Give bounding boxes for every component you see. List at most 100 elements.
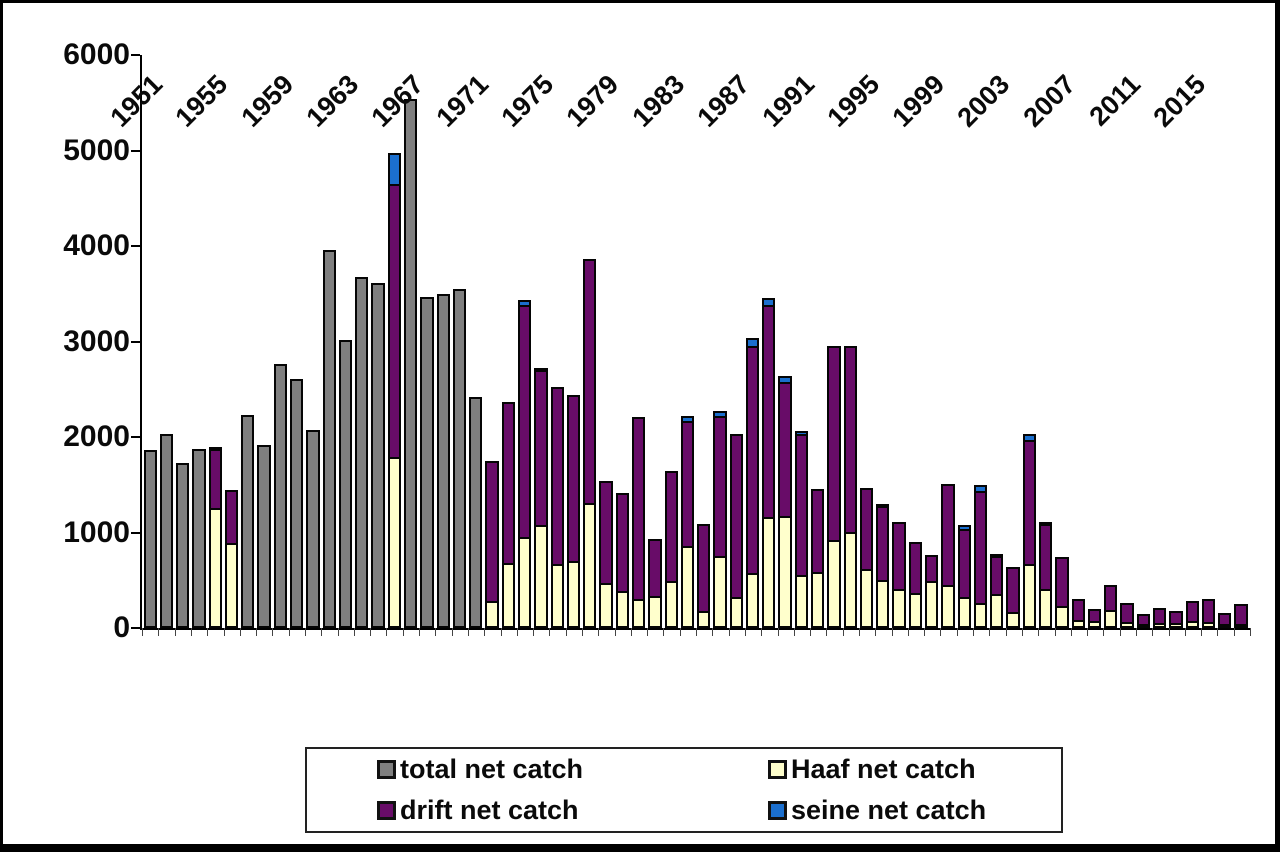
plot-area: 0 1000 2000 3000 4000 5000 6000 1951 1955 1959 196… [63, 38, 1251, 644]
bar-2013 [1151, 55, 1167, 628]
x-axis-tick [256, 628, 258, 636]
bar-1955-haaf-segment [208, 507, 222, 628]
x-axis-tick [1005, 628, 1007, 636]
bar-1983-haaf-segment [664, 581, 678, 628]
bar-1967-total-segment [404, 98, 418, 628]
x-axis-tick [239, 628, 241, 636]
bar-1951 [142, 55, 158, 628]
bar-1973-haaf-segment [501, 563, 515, 628]
bar-1988-drift-segment [745, 345, 760, 575]
bar-1982-drift-segment [648, 539, 662, 598]
seine-net-catch-swatch [768, 801, 787, 820]
x-axis-tick [647, 628, 649, 636]
bar-1981-drift-segment [631, 417, 646, 602]
bar-1966-seine-segment [387, 152, 401, 187]
bar-1970 [451, 55, 467, 628]
bar-1958 [256, 55, 272, 628]
bar-2008-drift-segment [1071, 598, 1085, 623]
bar-2001 [956, 55, 972, 628]
x-axis-tick [207, 628, 209, 636]
bar-1966-haaf-segment [387, 457, 401, 628]
bar-1952 [158, 55, 174, 628]
bar-1976-drift-segment [550, 387, 564, 566]
bar-1955-drift-segment [208, 449, 222, 510]
x-axis-tick [549, 628, 551, 636]
y-axis-label-2000: 2000 [63, 420, 130, 453]
bar-1961-total-segment [306, 430, 320, 628]
x-axis-tick [1184, 628, 1186, 636]
bar-1997-haaf-segment [892, 588, 906, 628]
x-axis-tick [190, 628, 192, 636]
bar-1963 [337, 55, 353, 628]
y-axis-label-3000: 3000 [63, 324, 130, 358]
bar-1966-drift-segment [387, 184, 401, 460]
bar-1982-haaf-segment [648, 595, 662, 628]
bar-2002 [972, 55, 988, 628]
bar-1953-total-segment [176, 462, 190, 628]
x-axis-tick [663, 628, 665, 636]
bar-1996-drift-segment [876, 506, 890, 583]
bar-2001-drift-segment [957, 529, 971, 600]
bar-1989-drift-segment [762, 304, 776, 520]
bar-2011-haaf-segment [1120, 622, 1134, 628]
bar-1956-drift-segment [224, 489, 239, 545]
bar-1957 [240, 55, 256, 628]
x-axis-tick [744, 628, 746, 636]
bar-1997 [891, 55, 907, 628]
x-axis-tick [1250, 628, 1251, 636]
x-axis-tick [1119, 628, 1121, 636]
bar-1976-haaf-segment [550, 564, 564, 628]
bar-1985 [696, 55, 712, 628]
x-axis-tick [728, 628, 730, 636]
bar-2013-haaf-segment [1152, 623, 1167, 628]
bar-1983 [663, 55, 679, 628]
bar-1951-total-segment [143, 450, 157, 628]
bar-2017-haaf-segment [1218, 624, 1232, 628]
bar-2016-haaf-segment [1201, 622, 1216, 628]
legend-label-seine: seine net catch [791, 795, 987, 825]
bar-1997-drift-segment [892, 522, 906, 591]
bar-1974 [516, 55, 532, 628]
bar-1954-total-segment [192, 448, 206, 628]
legend-item-haaf: Haaf net catch [684, 754, 1061, 785]
x-axis-tick [842, 628, 844, 636]
bar-2005-drift-segment [1022, 439, 1036, 566]
legend-label-total: total net catch [400, 754, 584, 784]
bar-1972 [484, 55, 500, 628]
x-axis-tick [435, 628, 437, 636]
bar-1969-total-segment [436, 293, 450, 628]
bar-2009 [1086, 55, 1102, 628]
x-axis-tick [451, 628, 453, 636]
y-axis-tick-3000 [131, 340, 140, 343]
bar-2002-drift-segment [973, 490, 988, 606]
legend-item-drift: drift net catch [307, 795, 684, 826]
y-axis-label-5000: 5000 [63, 133, 130, 167]
x-axis-tick [174, 628, 176, 636]
bar-1956 [223, 55, 239, 628]
bar-2005 [1021, 55, 1037, 628]
bar-2003-drift-segment [990, 556, 1004, 596]
bar-2004 [1005, 55, 1021, 628]
total-net-catch-swatch [377, 760, 396, 779]
x-axis-tick [875, 628, 877, 636]
bar-1952-total-segment [159, 434, 174, 628]
bar-1960-total-segment [290, 378, 304, 628]
legend-item-seine: seine net catch [684, 795, 1061, 826]
x-axis-tick [826, 628, 828, 636]
drift-net-catch-swatch [377, 801, 396, 820]
x-axis-tick [1054, 628, 1056, 636]
y-axis-label-0: 0 [113, 611, 130, 644]
legend-label-drift: drift net catch [400, 795, 579, 825]
bar-1994-haaf-segment [843, 531, 857, 628]
bar-1993 [826, 55, 842, 628]
bar-1993-drift-segment [827, 346, 841, 543]
bar-2006 [1037, 55, 1053, 628]
x-axis-tick [353, 628, 355, 636]
bar-1985-drift-segment [697, 524, 711, 613]
bar-1964-total-segment [355, 276, 369, 628]
x-axis-tick [679, 628, 681, 636]
bar-1955 [207, 55, 223, 628]
y-axis-tick-1000 [131, 531, 140, 534]
x-axis-tick [810, 628, 812, 636]
bar-1972-haaf-segment [485, 601, 499, 628]
